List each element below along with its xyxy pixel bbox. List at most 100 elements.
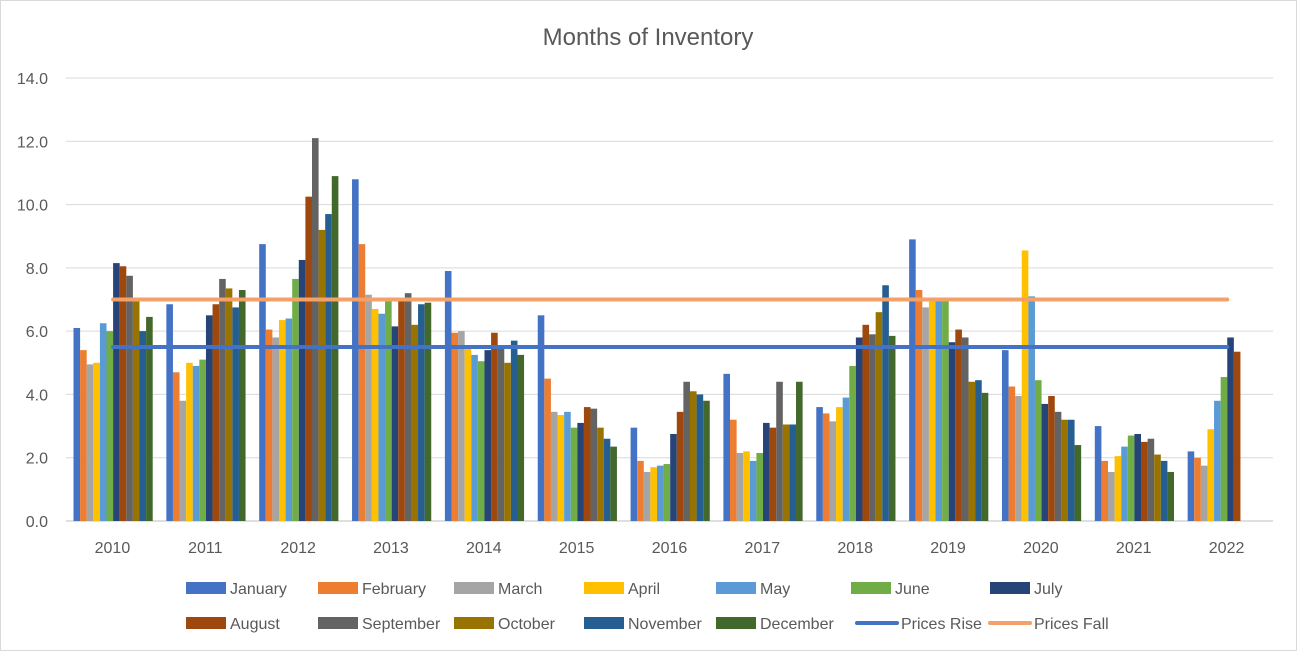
bar-january-2012 <box>259 244 266 522</box>
bar-september-2013 <box>404 293 412 521</box>
bar-may-2015 <box>564 411 571 521</box>
bar-october-2010 <box>132 299 140 521</box>
bar-february-2021 <box>1101 460 1109 521</box>
legend-swatch-february <box>318 582 358 594</box>
legend-swatch-june <box>851 582 891 594</box>
bar-november-2021 <box>1160 460 1168 521</box>
bar-february-2017 <box>730 419 737 521</box>
legend-label-january: January <box>230 581 287 598</box>
bar-november-2011 <box>232 307 239 521</box>
bar-march-2011 <box>179 400 187 521</box>
legend-swatch-november <box>584 617 624 629</box>
bar-october-2021 <box>1154 454 1161 521</box>
y-tick-label: 8.0 <box>26 261 48 278</box>
bar-september-2010 <box>126 275 133 521</box>
bar-may-2011 <box>192 365 200 521</box>
bar-may-2012 <box>285 318 293 521</box>
bar-october-2019 <box>968 381 976 521</box>
bar-june-2016 <box>663 464 671 521</box>
x-tick-label: 2014 <box>466 540 502 557</box>
y-tick-label: 14.0 <box>17 71 48 88</box>
x-tick-label: 2011 <box>188 540 223 557</box>
bar-may-2020 <box>1028 296 1035 521</box>
bar-january-2011 <box>166 304 173 521</box>
bar-january-2013 <box>352 179 359 521</box>
bar-october-2013 <box>411 324 419 521</box>
bar-january-2017 <box>723 373 731 521</box>
bar-april-2011 <box>186 362 193 521</box>
legend-label-june: June <box>895 581 930 598</box>
y-tick-label: 0.0 <box>26 514 48 531</box>
bar-april-2022 <box>1207 429 1215 521</box>
bar-january-2019 <box>909 239 916 521</box>
bar-november-2020 <box>1067 419 1075 521</box>
bar-april-2020 <box>1021 250 1029 521</box>
bar-july-2016 <box>670 433 677 521</box>
x-tick-label: 2013 <box>373 540 409 557</box>
bar-october-2012 <box>318 229 326 521</box>
bar-april-2012 <box>278 320 286 521</box>
y-tick-label: 6.0 <box>26 324 48 341</box>
bar-march-2012 <box>272 337 279 521</box>
bar-august-2013 <box>398 297 405 521</box>
bar-february-2015 <box>544 378 551 521</box>
legend-label-july: July <box>1034 581 1062 598</box>
bar-december-2011 <box>238 290 246 521</box>
legend-label-november: November <box>628 616 702 633</box>
bar-february-2022 <box>1194 457 1201 521</box>
bar-july-2011 <box>205 315 213 521</box>
reference-lines <box>111 297 1230 349</box>
bar-january-2010 <box>73 327 81 521</box>
bar-november-2019 <box>975 380 982 521</box>
bar-september-2014 <box>497 348 505 521</box>
bar-october-2011 <box>225 288 233 521</box>
bar-july-2015 <box>577 422 584 521</box>
legend-label-february: February <box>362 581 426 598</box>
bar-june-2019 <box>942 297 949 521</box>
x-tick-label: 2022 <box>1209 540 1245 557</box>
legend-swatch-may <box>716 582 756 594</box>
bar-december-2014 <box>517 354 525 522</box>
bar-november-2015 <box>603 438 611 521</box>
bar-february-2020 <box>1008 386 1016 521</box>
bar-june-2020 <box>1034 380 1042 521</box>
bar-may-2010 <box>99 323 107 521</box>
bar-march-2021 <box>1108 471 1115 521</box>
bar-march-2013 <box>365 294 372 521</box>
bar-march-2016 <box>643 471 651 521</box>
x-tick-label: 2021 <box>1116 540 1152 557</box>
bar-august-2017 <box>769 427 777 521</box>
legend-label-prices-fall: Prices Fall <box>1034 616 1109 633</box>
y-tick-label: 10.0 <box>17 198 48 215</box>
legend-swatch-december <box>716 617 756 629</box>
bar-september-2015 <box>590 408 598 521</box>
bar-may-2019 <box>935 299 943 521</box>
bar-june-2018 <box>849 365 856 521</box>
bar-june-2012 <box>292 278 299 521</box>
legend-swatch-october <box>454 617 494 629</box>
bar-may-2022 <box>1214 400 1221 521</box>
x-tick-label: 2016 <box>652 540 688 557</box>
legend-swatch-april <box>584 582 624 594</box>
bar-july-2022 <box>1227 337 1234 521</box>
bar-march-2018 <box>829 421 837 521</box>
bar-december-2017 <box>796 381 803 521</box>
bar-september-2019 <box>961 337 969 521</box>
x-tick-label: 2018 <box>837 540 873 557</box>
y-axis-labels: 0.0 2.0 4.0 6.0 8.0 10.0 12.0 14.0 <box>17 71 48 531</box>
x-tick-label: 2020 <box>1023 540 1059 557</box>
bar-march-2015 <box>550 411 558 521</box>
bar-april-2017 <box>743 451 750 521</box>
bar-june-2013 <box>385 299 392 521</box>
bar-july-2018 <box>855 337 863 521</box>
bar-august-2011 <box>212 304 220 521</box>
bar-august-2020 <box>1048 396 1055 521</box>
bar-january-2014 <box>444 271 452 521</box>
legend-swatch-august <box>186 617 226 629</box>
bar-december-2010 <box>146 316 153 521</box>
x-tick-label: 2019 <box>930 540 966 557</box>
bar-august-2022 <box>1233 351 1241 521</box>
bar-february-2016 <box>637 460 644 521</box>
bar-december-2016 <box>703 400 710 521</box>
legend-label-october: October <box>498 616 556 633</box>
